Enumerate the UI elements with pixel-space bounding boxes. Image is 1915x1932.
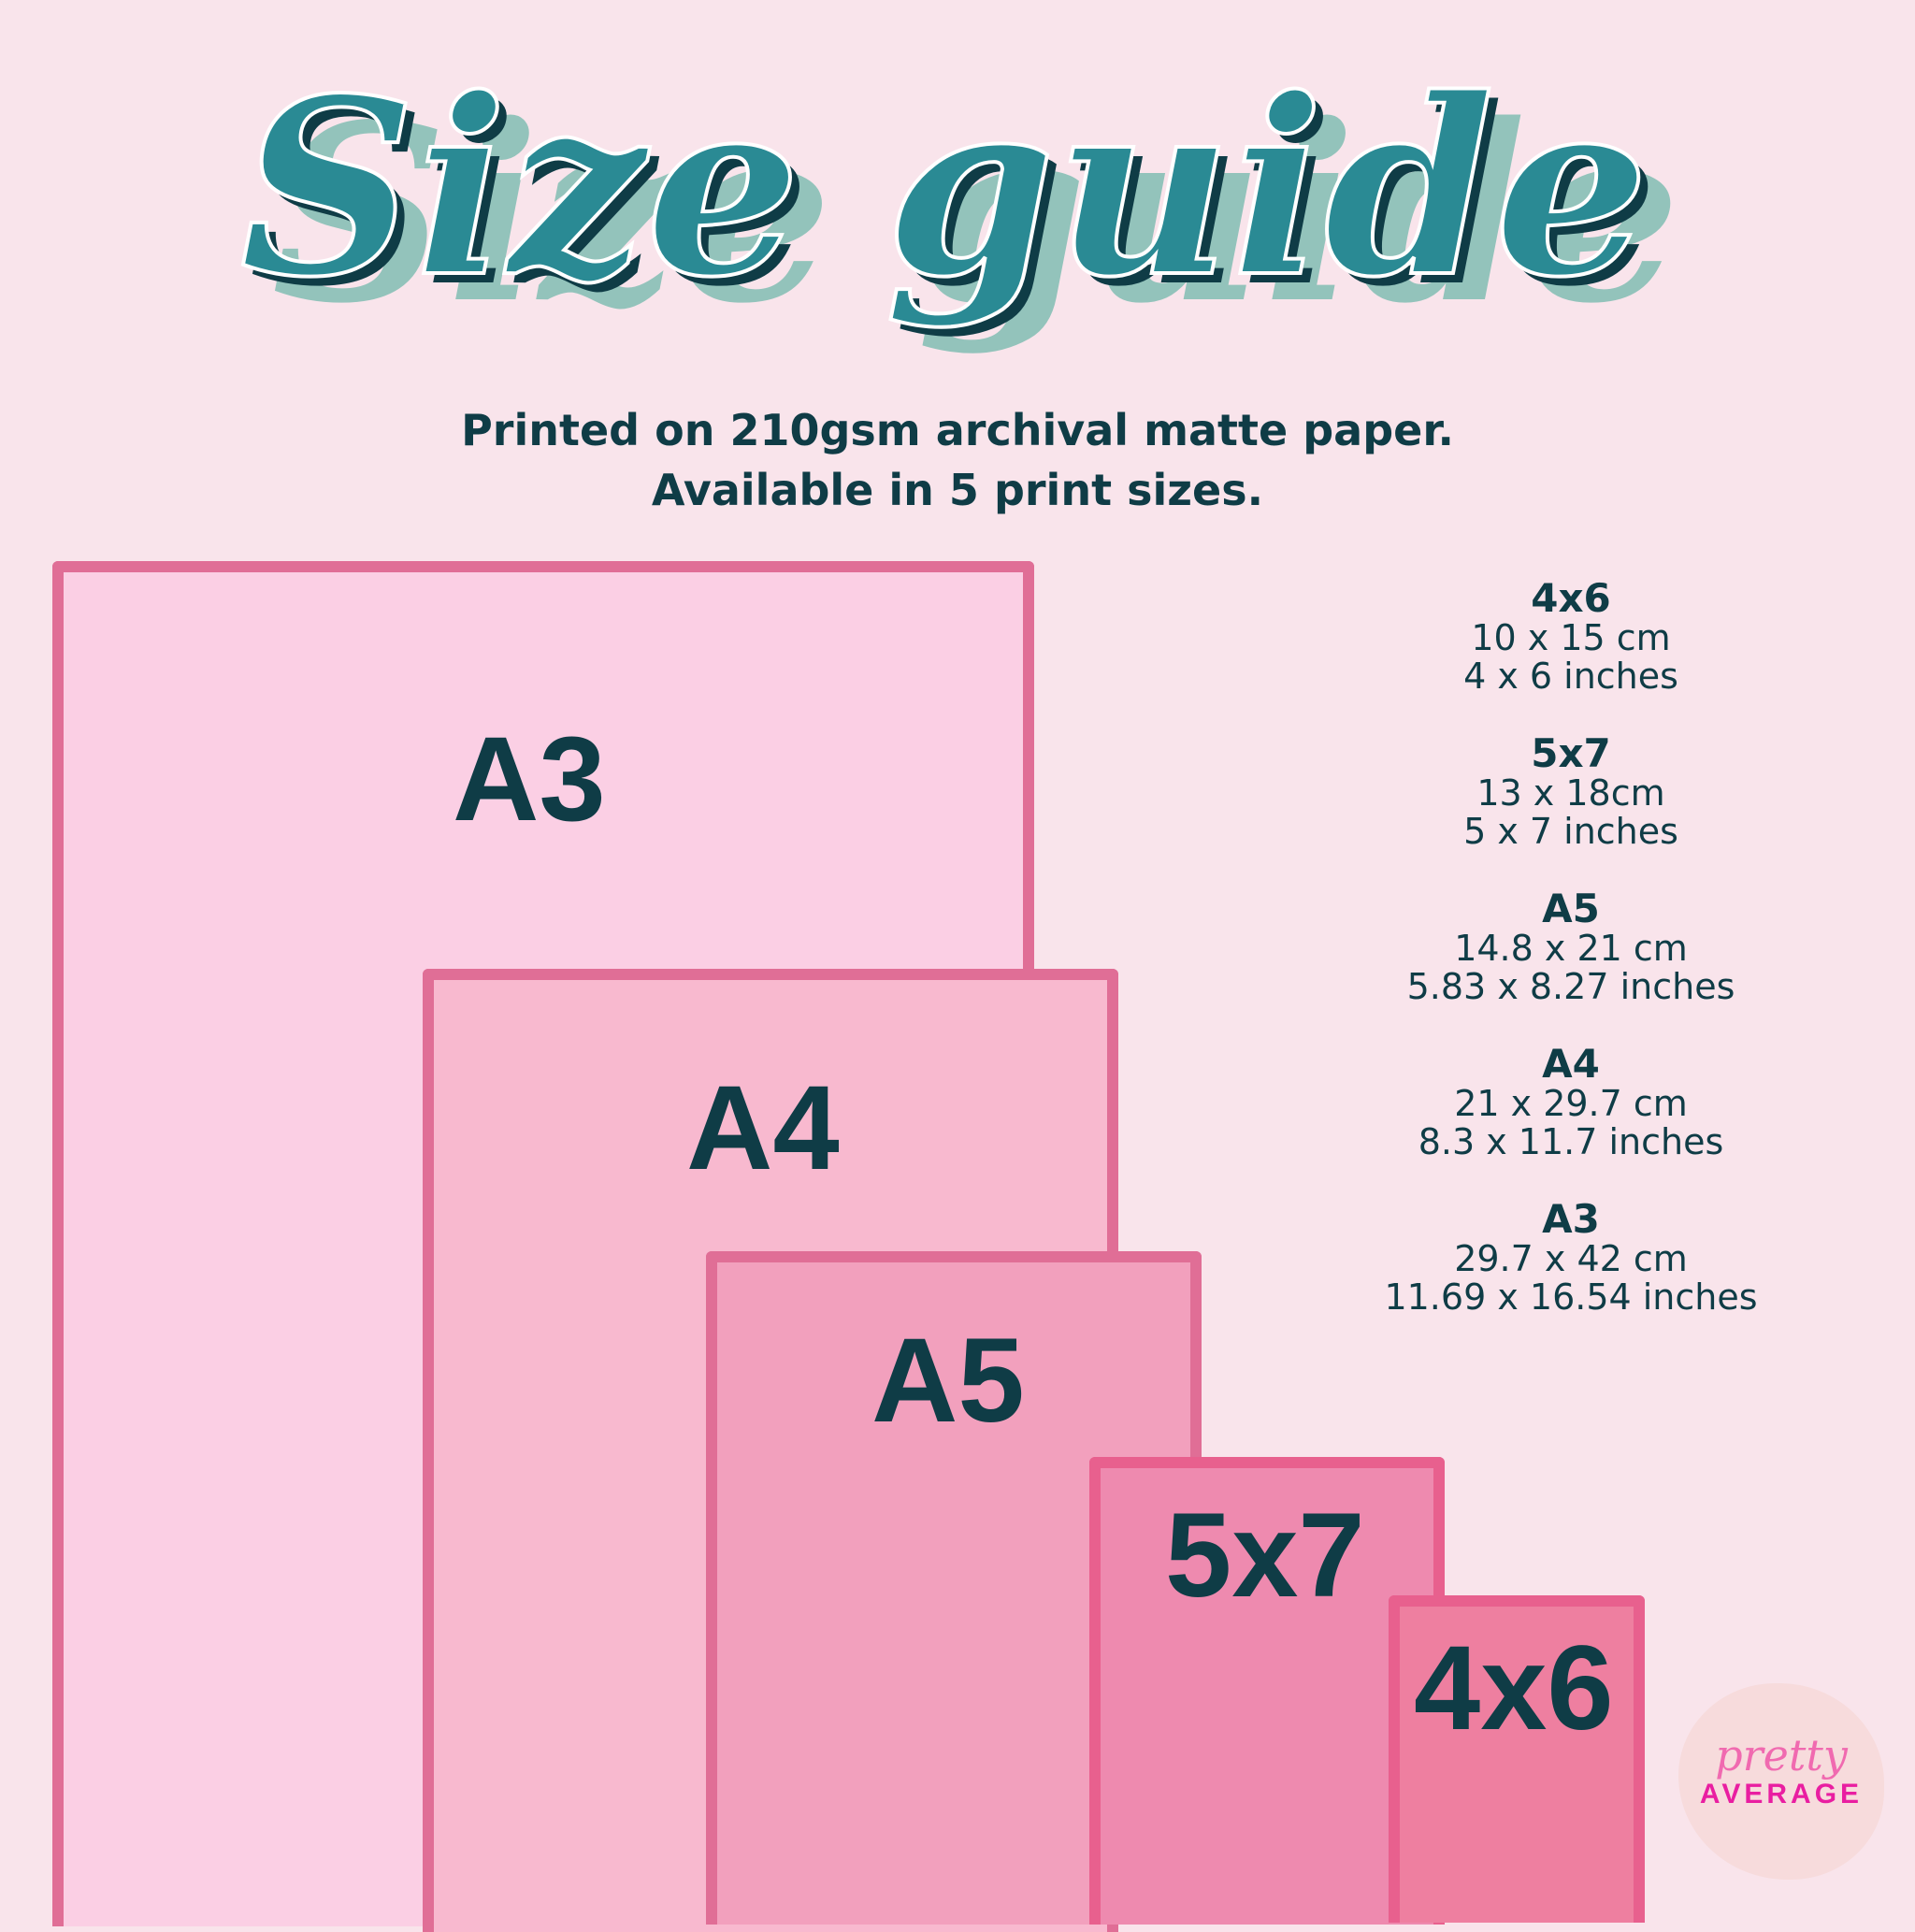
sheet-label-4x6: 4x6 [1414,1622,1614,1755]
sheet-4x6 [1389,1595,1645,1923]
sheet-5x7 [1089,1457,1445,1925]
spec-4x6: 4x6 10 x 15 cm 4 x 6 inches [1290,578,1851,696]
spec-imperial: 4 x 6 inches [1463,656,1678,697]
spec-5x7: 5x7 13 x 18cm 5 x 7 inches [1290,733,1851,851]
spec-metric: 21 x 29.7 cm [1454,1083,1688,1124]
sheet-label-a4: A4 [686,1061,840,1195]
size-specs-list: 4x6 10 x 15 cm 4 x 6 inches 5x7 13 x 18c… [1290,578,1851,1354]
spec-name: A5 [1542,886,1600,931]
subtitle-line-2: Available in 5 print sizes. [651,465,1264,515]
sheet-label-a3: A3 [453,713,606,846]
spec-imperial: 5.83 x 8.27 inches [1406,966,1735,1007]
subtitle: Printed on 210gsm archival matte paper. … [0,400,1915,520]
spec-name: A4 [1542,1041,1600,1087]
sheet-label-a5: A5 [871,1314,1025,1448]
spec-name: 4x6 [1531,575,1611,621]
title-shadow: Size guide [272,72,1681,357]
spec-name: A3 [1542,1196,1600,1242]
spec-metric: 10 x 15 cm [1471,617,1671,658]
spec-metric: 13 x 18cm [1476,772,1665,814]
spec-imperial: 11.69 x 16.54 inches [1384,1276,1758,1318]
subtitle-line-1: Printed on 210gsm archival matte paper. [461,405,1454,455]
spec-imperial: 5 x 7 inches [1463,811,1678,852]
brand-logo: pretty AVERAGE [1678,1683,1884,1880]
spec-a3: A3 29.7 x 42 cm 11.69 x 16.54 inches [1290,1199,1851,1317]
logo-script: pretty [1715,1730,1848,1781]
title-depth: Size guide [250,55,1659,340]
spec-metric: 29.7 x 42 cm [1454,1238,1688,1279]
spec-a4: A4 21 x 29.7 cm 8.3 x 11.7 inches [1290,1044,1851,1161]
spec-metric: 14.8 x 21 cm [1454,928,1688,969]
title-graphic: Size guide Size guide Size guide [238,44,1681,357]
page-title: Size guide [240,46,1649,331]
sheet-label-5x7: 5x7 [1165,1489,1365,1622]
spec-imperial: 8.3 x 11.7 inches [1418,1121,1724,1162]
spec-a5: A5 14.8 x 21 cm 5.83 x 8.27 inches [1290,888,1851,1006]
logo-word: AVERAGE [1699,1779,1864,1809]
spec-name: 5x7 [1531,730,1611,776]
